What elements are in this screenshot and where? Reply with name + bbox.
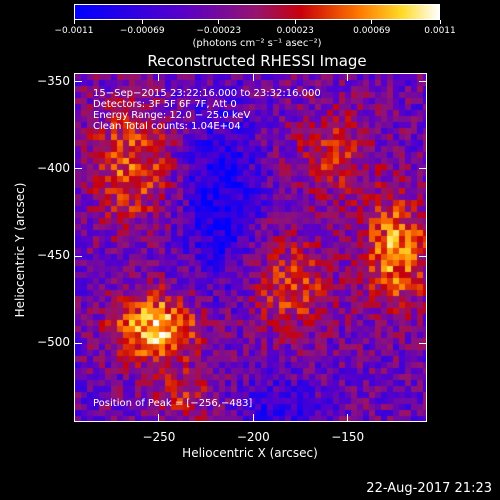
colorbar-tick-label: −0.0011: [54, 26, 94, 36]
colorbar-units: (photons cm⁻² s⁻¹ asec⁻²): [192, 38, 322, 49]
y-tick-mark: [419, 168, 427, 170]
x-tick-mark: [252, 414, 254, 422]
chart-title: Reconstructed RHESSI Image: [147, 52, 367, 70]
y-tick-label: −400: [37, 160, 70, 175]
colorbar: [74, 4, 440, 20]
y-tick-mark: [419, 81, 427, 83]
x-tick-mark: [158, 414, 160, 422]
y-tick-mark: [74, 168, 82, 170]
x-tick-mark: [252, 73, 254, 81]
y-tick-mark: [419, 342, 427, 344]
y-axis-label: Heliocentric Y (arcsec): [13, 182, 27, 318]
info-line-energy: Energy Range: 12.0 − 25.0 keV: [93, 110, 251, 121]
colorbar-tick-mark: [294, 20, 296, 24]
info-line-clean: Clean Total counts: 1.04E+04: [93, 121, 241, 132]
x-tick-mark: [347, 73, 349, 81]
x-axis-label: Heliocentric X (arcsec): [182, 446, 318, 460]
x-tick-mark: [347, 414, 349, 422]
y-tick-label: −450: [37, 248, 70, 263]
x-tick-label: −150: [331, 430, 365, 444]
colorbar-tick-mark: [439, 20, 441, 24]
peak-position-label: Position of Peak = [−256,−483]: [93, 398, 253, 409]
colorbar-tick-label: −0.00069: [119, 26, 165, 36]
colorbar-tick-label: −0.00023: [196, 26, 242, 36]
y-tick-label: −350: [37, 73, 70, 88]
x-tick-label: −200: [236, 430, 270, 444]
y-tick-mark: [74, 342, 82, 344]
info-line-detectors: Detectors: 3F 5F 6F 7F, Att 0: [93, 99, 237, 110]
info-line-time: 15−Sep−2015 23:22:16.000 to 23:32:16.000: [93, 88, 321, 99]
colorbar-tick-mark: [73, 20, 75, 24]
y-tick-label: −500: [37, 335, 70, 350]
heatmap-image: [75, 74, 426, 421]
colorbar-tick-label: 0.00069: [353, 26, 391, 36]
plot-timestamp: 22-Aug-2017 21:23: [366, 481, 492, 496]
x-tick-label: −250: [142, 430, 176, 444]
y-tick-mark: [74, 81, 82, 83]
plot-area: 15−Sep−2015 23:22:16.000 to 23:32:16.000…: [74, 73, 427, 422]
colorbar-tick-mark: [218, 20, 220, 24]
colorbar-tick-label: 0.0011: [424, 26, 456, 36]
x-tick-mark: [158, 73, 160, 81]
colorbar-tick-mark: [141, 20, 143, 24]
y-tick-mark: [74, 255, 82, 257]
y-tick-mark: [419, 255, 427, 257]
colorbar-tick-label: 0.00023: [276, 26, 314, 36]
colorbar-tick-mark: [371, 20, 373, 24]
